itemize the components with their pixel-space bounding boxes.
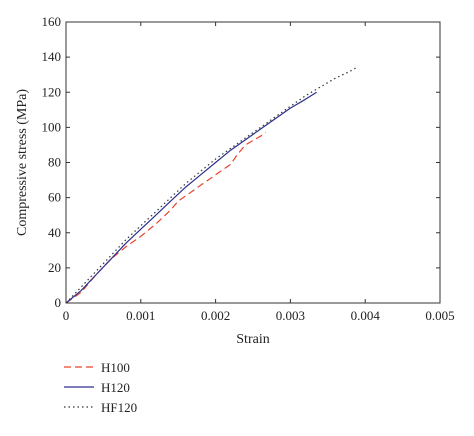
y-tick-label: 100 xyxy=(42,119,62,134)
y-tick-label: 40 xyxy=(48,225,61,240)
y-tick-label: 20 xyxy=(48,260,61,275)
x-tick-label: 0.004 xyxy=(351,308,381,323)
x-tick-label: 0.003 xyxy=(276,308,305,323)
series-line-hf120 xyxy=(65,67,357,304)
x-tick-label: 0.002 xyxy=(201,308,230,323)
legend-label-h100: H100 xyxy=(101,360,130,375)
y-tick-label: 120 xyxy=(42,84,62,99)
y-tick-label: 60 xyxy=(48,190,61,205)
series-line-h100 xyxy=(65,132,267,304)
y-axis-label: Compressive stress (MPa) xyxy=(15,89,30,236)
legend: H100 H120 HF120 xyxy=(64,360,137,415)
x-axis-ticks: 0 0.001 0.002 0.003 0.004 0.005 xyxy=(63,22,455,323)
y-tick-label: 160 xyxy=(42,14,62,29)
series-layer xyxy=(65,67,357,304)
y-tick-label: 140 xyxy=(42,49,62,64)
x-tick-label: 0.005 xyxy=(425,308,454,323)
series-line-h120 xyxy=(65,91,317,304)
y-tick-label: 0 xyxy=(55,295,62,310)
legend-label-h120: H120 xyxy=(101,380,130,395)
x-tick-label: 0.001 xyxy=(126,308,155,323)
plot-area-frame xyxy=(65,21,441,304)
x-axis-label: Strain xyxy=(236,332,269,347)
y-tick-label: 80 xyxy=(48,155,61,170)
x-tick-label: 0 xyxy=(63,308,70,323)
y-axis-ticks: 0 20 40 60 80 100 120 140 160 xyxy=(42,14,440,310)
legend-label-hf120: HF120 xyxy=(101,400,137,415)
